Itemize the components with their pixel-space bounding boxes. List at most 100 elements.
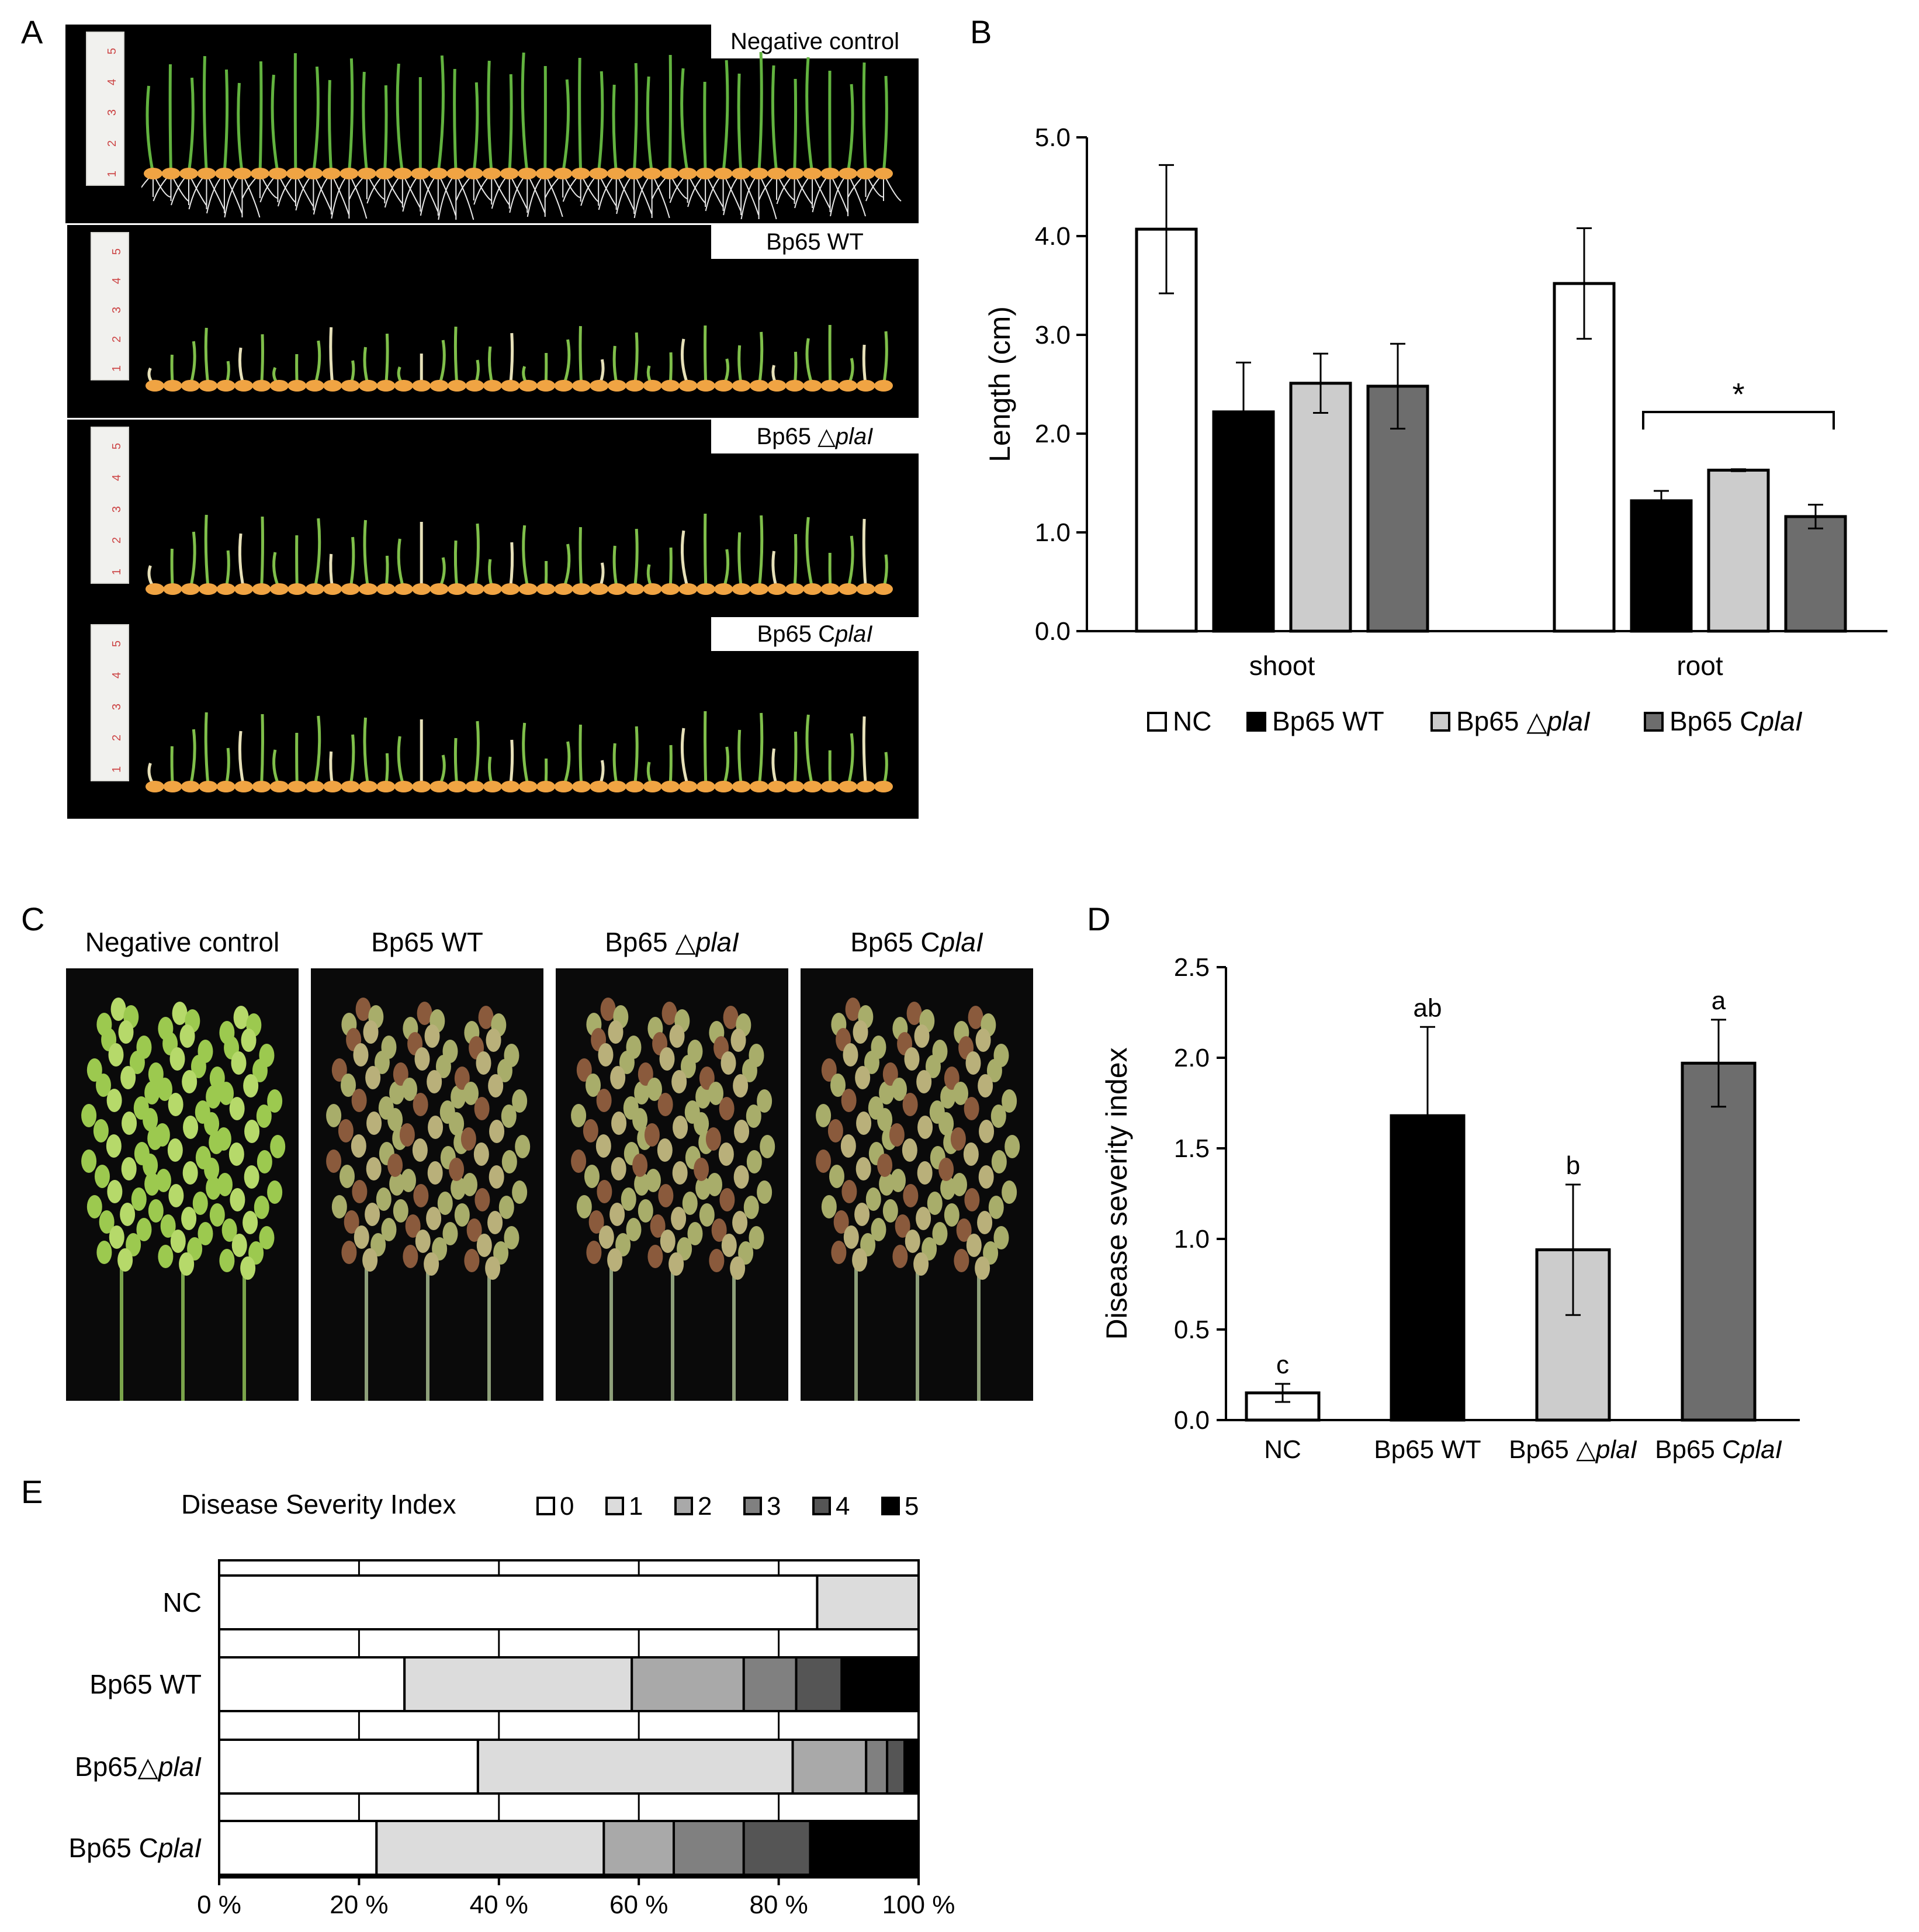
seed xyxy=(464,168,483,179)
seed xyxy=(714,380,733,392)
grain xyxy=(339,1165,355,1188)
seed xyxy=(661,380,680,392)
seed xyxy=(216,380,235,392)
legend-label: NC xyxy=(1173,706,1211,736)
grain xyxy=(326,1149,342,1173)
seedling-photo: 5 4 3 2 1 Bp65 △plaI xyxy=(67,420,919,621)
grain xyxy=(695,1085,711,1109)
grain xyxy=(341,1074,356,1097)
grain xyxy=(647,1245,663,1268)
panel-letter-c: C xyxy=(21,901,45,937)
grain xyxy=(451,1085,466,1109)
grain xyxy=(927,1192,943,1215)
seedling-row-label: Negative control xyxy=(711,25,919,58)
seed xyxy=(234,380,254,392)
grain xyxy=(182,1070,198,1093)
significance-star: * xyxy=(1732,377,1744,412)
grain xyxy=(219,1249,235,1272)
panel-letter-a: A xyxy=(21,13,43,50)
grain xyxy=(257,1150,272,1173)
grain xyxy=(230,1188,245,1211)
grain xyxy=(362,1248,378,1272)
seed xyxy=(323,583,342,595)
grain xyxy=(588,1210,604,1234)
grain xyxy=(204,1112,220,1135)
grain xyxy=(270,1135,286,1158)
seed xyxy=(643,380,662,392)
grain xyxy=(99,1210,115,1234)
grain xyxy=(816,1149,832,1173)
grain xyxy=(854,1203,870,1226)
seedling-shoot xyxy=(704,325,708,386)
grain xyxy=(181,1207,197,1230)
grain xyxy=(424,1252,439,1276)
seedling-shoot xyxy=(453,326,459,386)
seed xyxy=(767,781,787,792)
seed xyxy=(785,380,804,392)
grain xyxy=(267,1089,283,1113)
seed xyxy=(252,583,271,595)
grain xyxy=(932,1222,948,1245)
grain xyxy=(204,1158,220,1181)
seed xyxy=(554,781,573,792)
grain xyxy=(608,1020,623,1044)
grain xyxy=(148,1199,164,1223)
seed xyxy=(713,168,733,179)
grain xyxy=(925,1055,941,1078)
legend-swatch xyxy=(1147,712,1167,732)
grain xyxy=(732,1211,748,1234)
grain xyxy=(143,1154,158,1177)
seedling-shoot xyxy=(259,714,264,787)
seed xyxy=(250,168,269,179)
grain xyxy=(413,1093,428,1116)
seed xyxy=(839,781,858,792)
seed xyxy=(358,380,377,392)
seed xyxy=(428,168,448,179)
bar-segment xyxy=(742,1820,812,1876)
grain xyxy=(671,1070,687,1093)
seedling-shoot xyxy=(522,722,530,787)
seed xyxy=(501,583,520,595)
grain xyxy=(730,1029,746,1052)
grain xyxy=(682,1192,698,1215)
grain xyxy=(917,1161,933,1185)
grain xyxy=(597,1180,612,1203)
grain xyxy=(584,1165,600,1188)
grain xyxy=(852,1248,868,1272)
seed xyxy=(269,781,289,792)
seed xyxy=(412,583,431,595)
grain xyxy=(267,1180,283,1204)
seed xyxy=(571,168,590,179)
seed xyxy=(678,168,697,179)
seedling-shoot xyxy=(313,518,321,590)
seedling-shoot xyxy=(793,78,798,174)
grain xyxy=(730,1256,746,1280)
seedling-shoot xyxy=(579,724,583,787)
seedling-shoot xyxy=(311,66,320,174)
x-category-label: root xyxy=(1676,650,1723,681)
x-category-label: shoot xyxy=(1249,650,1315,681)
seed xyxy=(269,380,289,392)
seed xyxy=(465,583,484,595)
seed xyxy=(643,583,662,595)
grain xyxy=(638,1062,653,1086)
seed xyxy=(287,781,307,792)
seed xyxy=(483,583,502,595)
seed xyxy=(233,168,252,179)
seed xyxy=(554,380,573,392)
grain xyxy=(650,1214,666,1238)
grain xyxy=(746,1105,761,1128)
seed xyxy=(553,168,573,179)
grain xyxy=(906,1002,922,1025)
grain xyxy=(108,1043,124,1067)
grain xyxy=(938,1158,954,1181)
seedling-shoot xyxy=(680,530,690,590)
panel-letter-e: E xyxy=(21,1473,43,1510)
seed xyxy=(340,168,359,179)
seed xyxy=(146,583,164,595)
seed xyxy=(625,380,645,392)
grain xyxy=(966,1234,982,1257)
grain xyxy=(374,1051,390,1074)
panicle-photo-label: Bp65 CplaI xyxy=(850,927,983,957)
